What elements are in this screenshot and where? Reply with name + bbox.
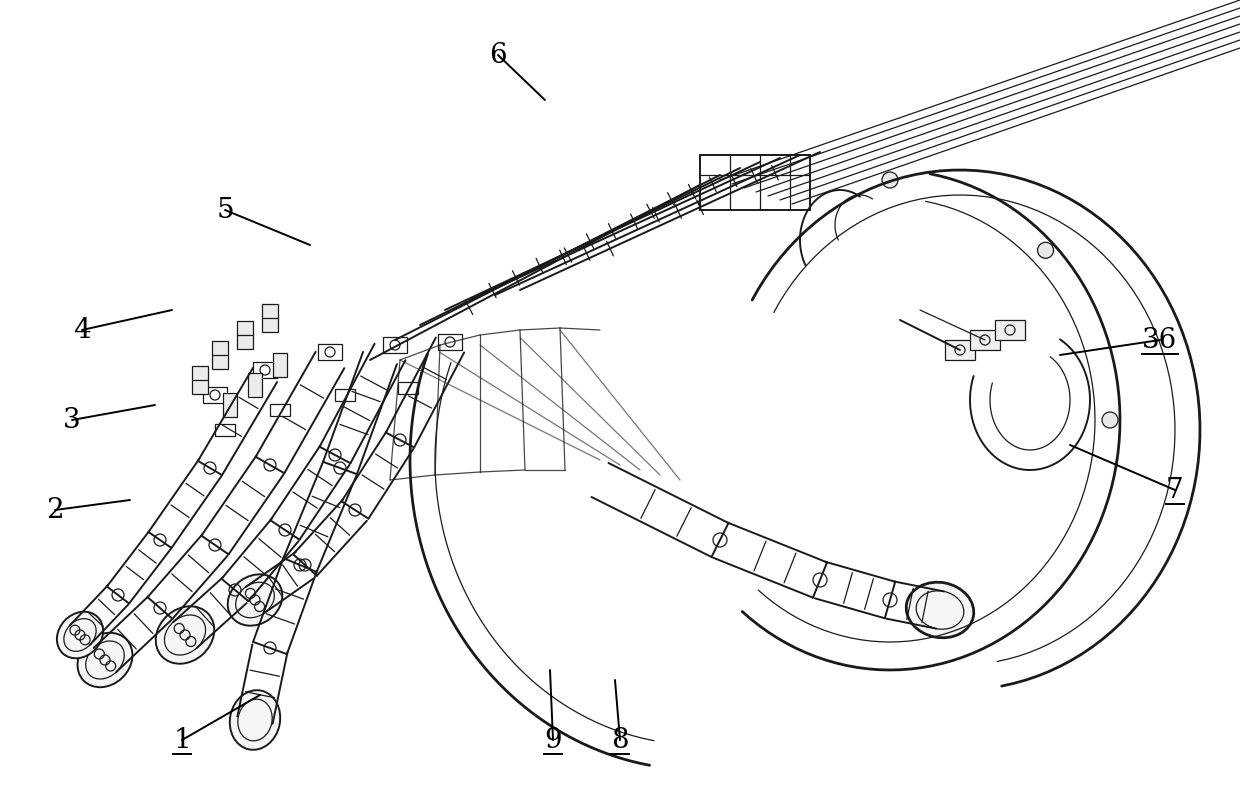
Ellipse shape bbox=[57, 611, 103, 658]
Ellipse shape bbox=[78, 633, 133, 687]
Text: 7: 7 bbox=[1166, 477, 1184, 504]
Bar bbox=[253, 362, 277, 378]
Ellipse shape bbox=[229, 690, 280, 750]
Bar bbox=[203, 387, 227, 403]
Bar bbox=[192, 366, 208, 394]
Ellipse shape bbox=[156, 606, 215, 663]
Bar bbox=[438, 334, 463, 350]
Bar bbox=[270, 404, 290, 416]
Bar bbox=[383, 337, 407, 353]
Bar bbox=[701, 155, 810, 210]
Text: 4: 4 bbox=[73, 317, 91, 344]
Bar bbox=[262, 304, 278, 332]
Circle shape bbox=[1102, 412, 1118, 428]
Bar bbox=[994, 320, 1025, 340]
Text: 36: 36 bbox=[1142, 326, 1178, 354]
Bar bbox=[212, 341, 228, 369]
Text: 5: 5 bbox=[216, 196, 234, 224]
Ellipse shape bbox=[906, 582, 973, 637]
Bar bbox=[237, 321, 253, 349]
Circle shape bbox=[1038, 242, 1054, 258]
Bar bbox=[970, 330, 999, 350]
Text: 3: 3 bbox=[63, 407, 81, 433]
Text: 6: 6 bbox=[490, 42, 507, 69]
Text: 2: 2 bbox=[46, 496, 63, 523]
Bar bbox=[335, 389, 355, 401]
Bar bbox=[248, 373, 262, 397]
Bar bbox=[223, 393, 237, 417]
Text: 9: 9 bbox=[544, 727, 562, 753]
Ellipse shape bbox=[228, 574, 283, 626]
Circle shape bbox=[882, 172, 898, 188]
Bar bbox=[945, 340, 975, 360]
Bar bbox=[215, 424, 236, 436]
Text: 8: 8 bbox=[611, 727, 629, 753]
Text: 1: 1 bbox=[174, 727, 191, 753]
Bar bbox=[398, 382, 418, 394]
Bar bbox=[317, 344, 342, 360]
Bar bbox=[273, 353, 286, 377]
